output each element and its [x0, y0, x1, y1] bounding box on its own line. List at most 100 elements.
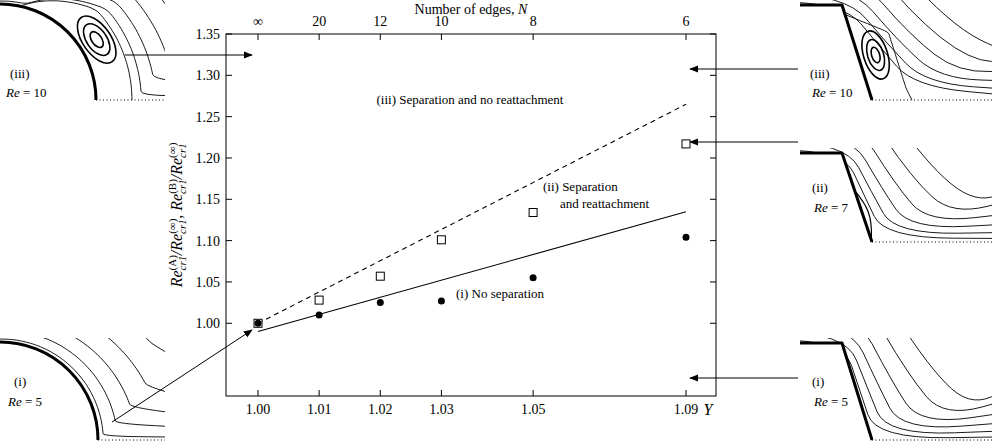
- square-marker: [529, 209, 537, 217]
- y-tick: [226, 240, 232, 241]
- y-tick-label: 1.15: [196, 192, 221, 207]
- body-fill: [800, 343, 872, 440]
- y-axis-title-base: /Re: [168, 234, 185, 256]
- y-tick-label: 1.05: [196, 275, 221, 290]
- y-tick: [710, 34, 716, 35]
- fit-line: [258, 104, 686, 323]
- x-tick-label: 1.02: [368, 402, 393, 417]
- inset-flow: [800, 338, 992, 440]
- y-tick-label: 1.30: [196, 68, 221, 83]
- pointer-arrow: [690, 378, 798, 379]
- y-tick: [710, 75, 716, 76]
- y-tick: [710, 199, 716, 200]
- inset-reynolds-italic: Re: [811, 85, 826, 100]
- region-label: (i) No separation: [456, 286, 545, 301]
- y-axis-title-base: /Re: [168, 158, 185, 180]
- inset: (ii)Re = 7: [780, 77, 992, 242]
- inset-reynolds-rest: = 5: [828, 394, 848, 409]
- arrows: [112, 55, 798, 422]
- region-label: (ii) Separation: [543, 179, 618, 194]
- x-tick-label: 1.01: [307, 402, 332, 417]
- y-axis-title-sub: cr1: [176, 179, 188, 194]
- top-tick: [258, 34, 259, 40]
- square-marker: [682, 140, 690, 148]
- top-tick: [441, 34, 442, 40]
- x-axis: 1.001.011.021.031.051.09∞20121086: [246, 14, 699, 417]
- circle-marker: [255, 320, 262, 327]
- x-tick-label: 1.00: [246, 402, 271, 417]
- x-tick: [533, 390, 534, 396]
- y-tick-label: 1.25: [196, 110, 221, 125]
- symmetry-axis: [872, 242, 992, 243]
- top-axis-title-text: Number of edges,: [415, 2, 518, 17]
- y-axis-title-base: Re: [168, 270, 185, 288]
- inset-label: (i): [14, 374, 26, 389]
- body-outline: [0, 342, 98, 440]
- y-axis-title-sub: cr1: [176, 256, 188, 271]
- y-tick: [710, 323, 716, 324]
- inset-reynolds-rest: = 5: [22, 394, 42, 409]
- inset-reynolds-rest: = 10: [826, 85, 853, 100]
- eddy-ring: [869, 46, 881, 64]
- body-outline: [0, 4, 96, 100]
- inset-flow: [800, 148, 992, 242]
- body-outline: [800, 153, 872, 242]
- top-tick-label: 12: [373, 14, 387, 29]
- circle-marker: [530, 274, 537, 281]
- body-fill: [800, 5, 872, 100]
- inset-label: (iii): [810, 66, 830, 81]
- top-tick: [686, 34, 687, 40]
- inset-reynolds: Re = 7: [813, 200, 849, 215]
- inset-flow: [0, 338, 165, 440]
- y-axis-title: Re(A)cr1/Re(∞)cr1, Re(B)cr1/Re(∞)cr1: [166, 142, 188, 288]
- y-axis: 1.001.051.101.151.201.251.301.35: [196, 27, 717, 331]
- y-tick: [710, 157, 716, 158]
- symmetry-axis: [98, 440, 165, 441]
- x-tick-label: 1.09: [674, 402, 699, 417]
- top-tick: [533, 34, 534, 40]
- x-tick: [441, 390, 442, 396]
- y-tick: [226, 157, 232, 158]
- y-tick: [226, 199, 232, 200]
- inset-reynolds: Re = 5: [7, 394, 42, 409]
- pointer-arrow: [125, 55, 252, 56]
- x-tick: [686, 390, 687, 396]
- inset-reynolds-italic: Re: [7, 394, 22, 409]
- inset-reynolds-italic: Re: [5, 85, 20, 100]
- pointer-arrow: [690, 142, 798, 143]
- circle-marker: [683, 234, 690, 241]
- x-axis-title: Υ: [704, 401, 715, 418]
- x-tick: [258, 390, 259, 396]
- square-marker: [376, 272, 384, 280]
- x-tick-label: 1.05: [521, 402, 546, 417]
- x-tick: [380, 390, 381, 396]
- y-tick: [710, 240, 716, 241]
- inset-reynolds-rest: = 10: [20, 85, 47, 100]
- region-label: (iii) Separation and no reattachment: [377, 92, 564, 107]
- inset-reynolds: Re = 10: [5, 85, 47, 100]
- body-fill: [0, 4, 96, 100]
- y-tick-label: 1.20: [196, 151, 221, 166]
- y-tick-label: 1.10: [196, 234, 221, 249]
- body-outline: [800, 343, 872, 440]
- symmetry-axis: [872, 100, 992, 101]
- y-axis-title-sub: cr1: [176, 143, 188, 158]
- body-outline: [800, 5, 872, 100]
- circle-marker: [438, 298, 445, 305]
- top-tick-label: ∞: [253, 14, 263, 29]
- y-tick: [710, 281, 716, 282]
- top-tick: [319, 34, 320, 40]
- inset-reynolds-italic: Re: [813, 394, 828, 409]
- inset-label: (iii): [10, 66, 30, 81]
- data-layer: [254, 104, 690, 331]
- circle-marker: [316, 312, 323, 319]
- symmetry-axis: [96, 100, 165, 101]
- top-tick: [380, 34, 381, 40]
- inset: (iii) Re = 10: [780, 0, 992, 100]
- square-marker: [315, 296, 323, 304]
- circle-marker: [377, 299, 384, 306]
- inset-reynolds: Re = 5: [813, 394, 848, 409]
- y-tick: [226, 323, 232, 324]
- top-tick-label: 8: [530, 14, 537, 29]
- inset-reynolds: Re = 10: [811, 85, 853, 100]
